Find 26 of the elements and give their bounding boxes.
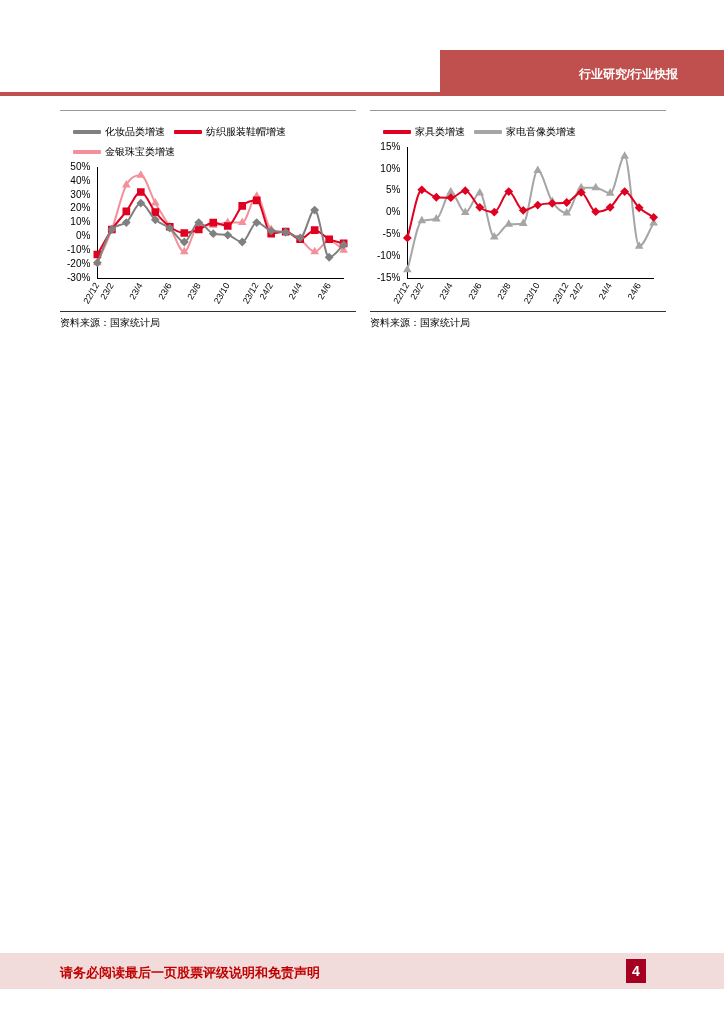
y-tick-label: 10% [380,162,401,174]
legend-label: 金银珠宝类增速 [105,145,175,157]
y-tick-label: 0% [385,206,401,218]
legend-label: 化妆品类增速 [105,125,165,137]
y-tick-label: -10% [376,250,401,261]
text: 4 [626,959,646,983]
text: 资料来源：国家统计局 [60,311,356,330]
y-tick-label: 5% [385,184,401,196]
y-tick-label: -20% [66,257,91,269]
legend-label: 家具类增速 [415,125,465,137]
y-tick-label: 40% [70,174,91,186]
y-tick-label: 0% [75,230,91,242]
text: 请务必阅读最后一页股票评级说明和免责声明 [60,964,320,982]
text: 资料来源：国家统计局 [370,311,666,330]
y-tick-label: -15% [376,271,401,283]
y-tick-label: 10% [70,216,91,228]
y-tick-label: -10% [66,244,91,256]
legend-label: 家电音像类增速 [506,125,576,137]
y-tick-label: 30% [70,188,91,200]
y-tick-label: -30% [66,271,91,283]
y-tick-label: 15% [380,140,401,152]
y-tick-label: 50% [70,160,91,172]
y-tick-label: 20% [70,202,91,214]
legend-label: 纺织服装鞋帽增速 [206,125,286,137]
text: 行业研究/行业快报 [578,66,678,83]
y-tick-label: -5% [382,228,401,240]
